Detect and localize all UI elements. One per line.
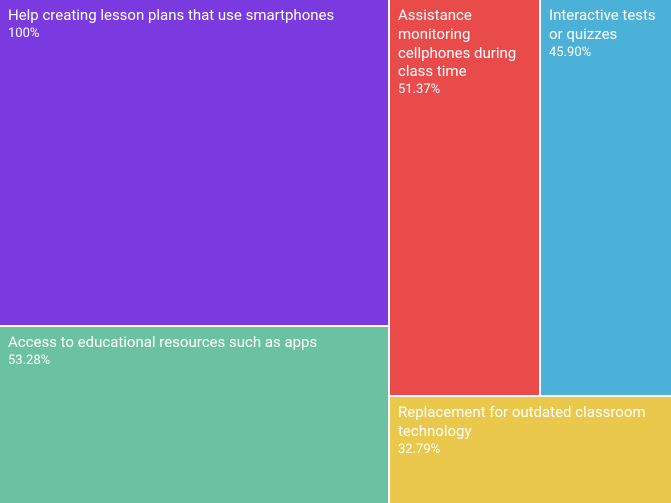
treemap-tile-monitoring: Assistance monitoring cellphones during … <box>390 0 539 395</box>
tile-label: Access to educational resources such as … <box>8 333 380 352</box>
treemap-tile-educational-resources: Access to educational resources such as … <box>0 327 388 503</box>
treemap-chart: Help creating lesson plans that use smar… <box>0 0 671 503</box>
tile-label: Help creating lesson plans that use smar… <box>8 6 380 25</box>
tile-value: 100% <box>8 26 380 43</box>
treemap-tile-interactive-tests: Interactive tests or quizzes45.90% <box>541 0 671 395</box>
tile-value: 32.79% <box>398 442 663 459</box>
treemap-tile-lesson-plans: Help creating lesson plans that use smar… <box>0 0 388 325</box>
tile-label: Assistance monitoring cellphones during … <box>398 6 531 81</box>
tile-value: 53.28% <box>8 353 380 370</box>
treemap-tile-replacement-tech: Replacement for outdated classroom techn… <box>390 397 671 503</box>
tile-label: Replacement for outdated classroom techn… <box>398 403 663 441</box>
tile-value: 51.37% <box>398 82 531 99</box>
tile-value: 45.90% <box>549 45 663 62</box>
tile-label: Interactive tests or quizzes <box>549 6 663 44</box>
